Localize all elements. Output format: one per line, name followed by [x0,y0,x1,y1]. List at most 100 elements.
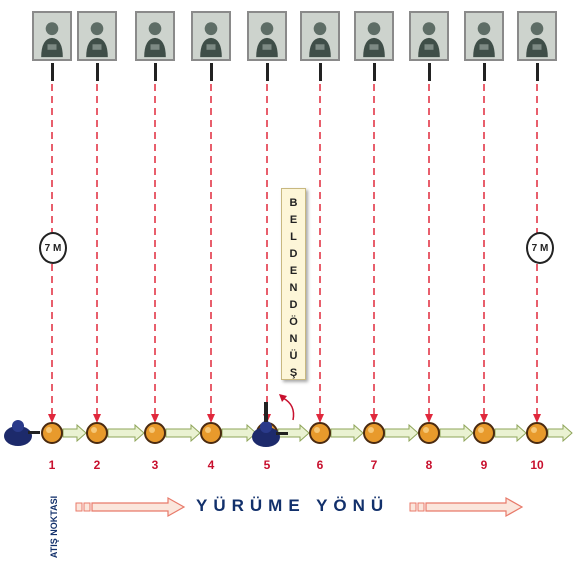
stop-number-4: 4 [207,458,215,472]
turn-letter: L [290,231,297,243]
shooter-figure-icon [252,427,280,447]
firing-point-label: ATIŞ NOKTASI [46,486,62,568]
turn-letter: E [289,214,298,226]
stop-number-10: 10 [530,458,544,472]
stop-circle [526,422,548,444]
stop-highlight [368,427,374,433]
stop-highlight [531,427,537,433]
stop-number-3: 3 [151,458,159,472]
stop-circle [363,422,385,444]
sight-line-arrowhead [480,414,488,423]
belden-donus-box: B E L D E N D Ö N Ü Ş [281,188,306,380]
target-post [154,63,157,81]
direction-arrow-right-tick [409,502,417,512]
turn-letter: E [289,265,298,277]
shooter-figure-icon [4,426,32,446]
shooter-figure-icon-head [12,420,24,432]
target-photo-icon [247,11,287,61]
stop-number-8: 8 [425,458,433,472]
sight-line-arrowhead [370,414,378,423]
target-post [373,63,376,81]
stop-number-9: 9 [480,458,488,472]
distance-marker-right: 7 M [526,232,554,264]
target-post [428,63,431,81]
stop-circle [309,422,331,444]
walk-arrow [439,423,474,443]
stop-highlight [478,427,484,433]
sight-line-arrowhead [207,414,215,423]
stop-number-7: 7 [370,458,378,472]
direction-arrow-right-tick [417,502,425,512]
target-photo-icon [77,11,117,61]
stop-number-6: 6 [316,458,324,472]
walk-arrow [107,423,145,443]
target-photo-icon [191,11,231,61]
target-photo-icon [32,11,72,61]
shooter-figure-icon-rifle [28,431,40,434]
shooter-rifle-up [264,402,268,422]
walk-arrow [547,423,573,443]
direction-arrow-left-tick [83,502,91,512]
target-photo-icon [300,11,340,61]
distance-marker-left: 7 M [39,232,67,264]
distance-marker-left-text: 7 M [44,242,62,254]
target-post [210,63,213,81]
turn-letter: D [289,248,298,260]
turn-letter: B [289,197,298,209]
stop-highlight [205,427,211,433]
stop-number-2: 2 [93,458,101,472]
sight-line-arrowhead [48,414,56,423]
walk-arrow [277,423,310,443]
shooter-figure-icon-head [260,421,272,433]
target-post [536,63,539,81]
turn-letter: N [289,333,298,345]
stop-number-5: 5 [263,458,271,472]
turn-arrow-icon-head [279,394,287,402]
stop-circle [200,422,222,444]
target-photo-icon [464,11,504,61]
target-post [51,63,54,81]
target-post [483,63,486,81]
direction-arrow-right [425,496,524,518]
stop-circle [418,422,440,444]
target-photo-icon [409,11,449,61]
stop-highlight [149,427,155,433]
stop-highlight [314,427,320,433]
target-post [319,63,322,81]
sight-line-arrowhead [151,414,159,423]
walk-arrow [330,423,364,443]
shooter-figure-icon-rifle [276,432,288,435]
stop-highlight [423,427,429,433]
sight-line-arrowhead [93,414,101,423]
direction-arrow-left-tick [75,502,83,512]
sight-line-arrowhead [533,414,541,423]
target-photo-icon [354,11,394,61]
stop-circle [86,422,108,444]
walk-arrow [62,423,87,443]
direction-arrow-left [91,496,186,518]
sight-line-arrowhead [425,414,433,423]
walk-arrow [165,423,201,443]
stop-circle [473,422,495,444]
stop-circle [144,422,166,444]
turn-letter: Ö [289,316,298,328]
sight-line-arrowhead [316,414,324,423]
stop-circle [41,422,63,444]
target-post [96,63,99,81]
stop-highlight [91,427,97,433]
target-post [266,63,269,81]
turn-letter: Ş [289,367,298,379]
firing-point-text: ATIŞ NOKTASI [49,495,59,559]
distance-marker-right-text: 7 M [531,242,549,254]
target-photo-icon [517,11,557,61]
turn-letter: N [289,282,298,294]
turn-letter: Ü [289,350,298,362]
stop-highlight [46,427,52,433]
turn-arrow-icon [282,397,295,421]
stop-number-1: 1 [48,458,56,472]
walking-direction-label: YÜRÜME YÖNÜ [196,496,390,515]
walk-arrow [221,423,257,443]
walk-arrow [494,423,527,443]
